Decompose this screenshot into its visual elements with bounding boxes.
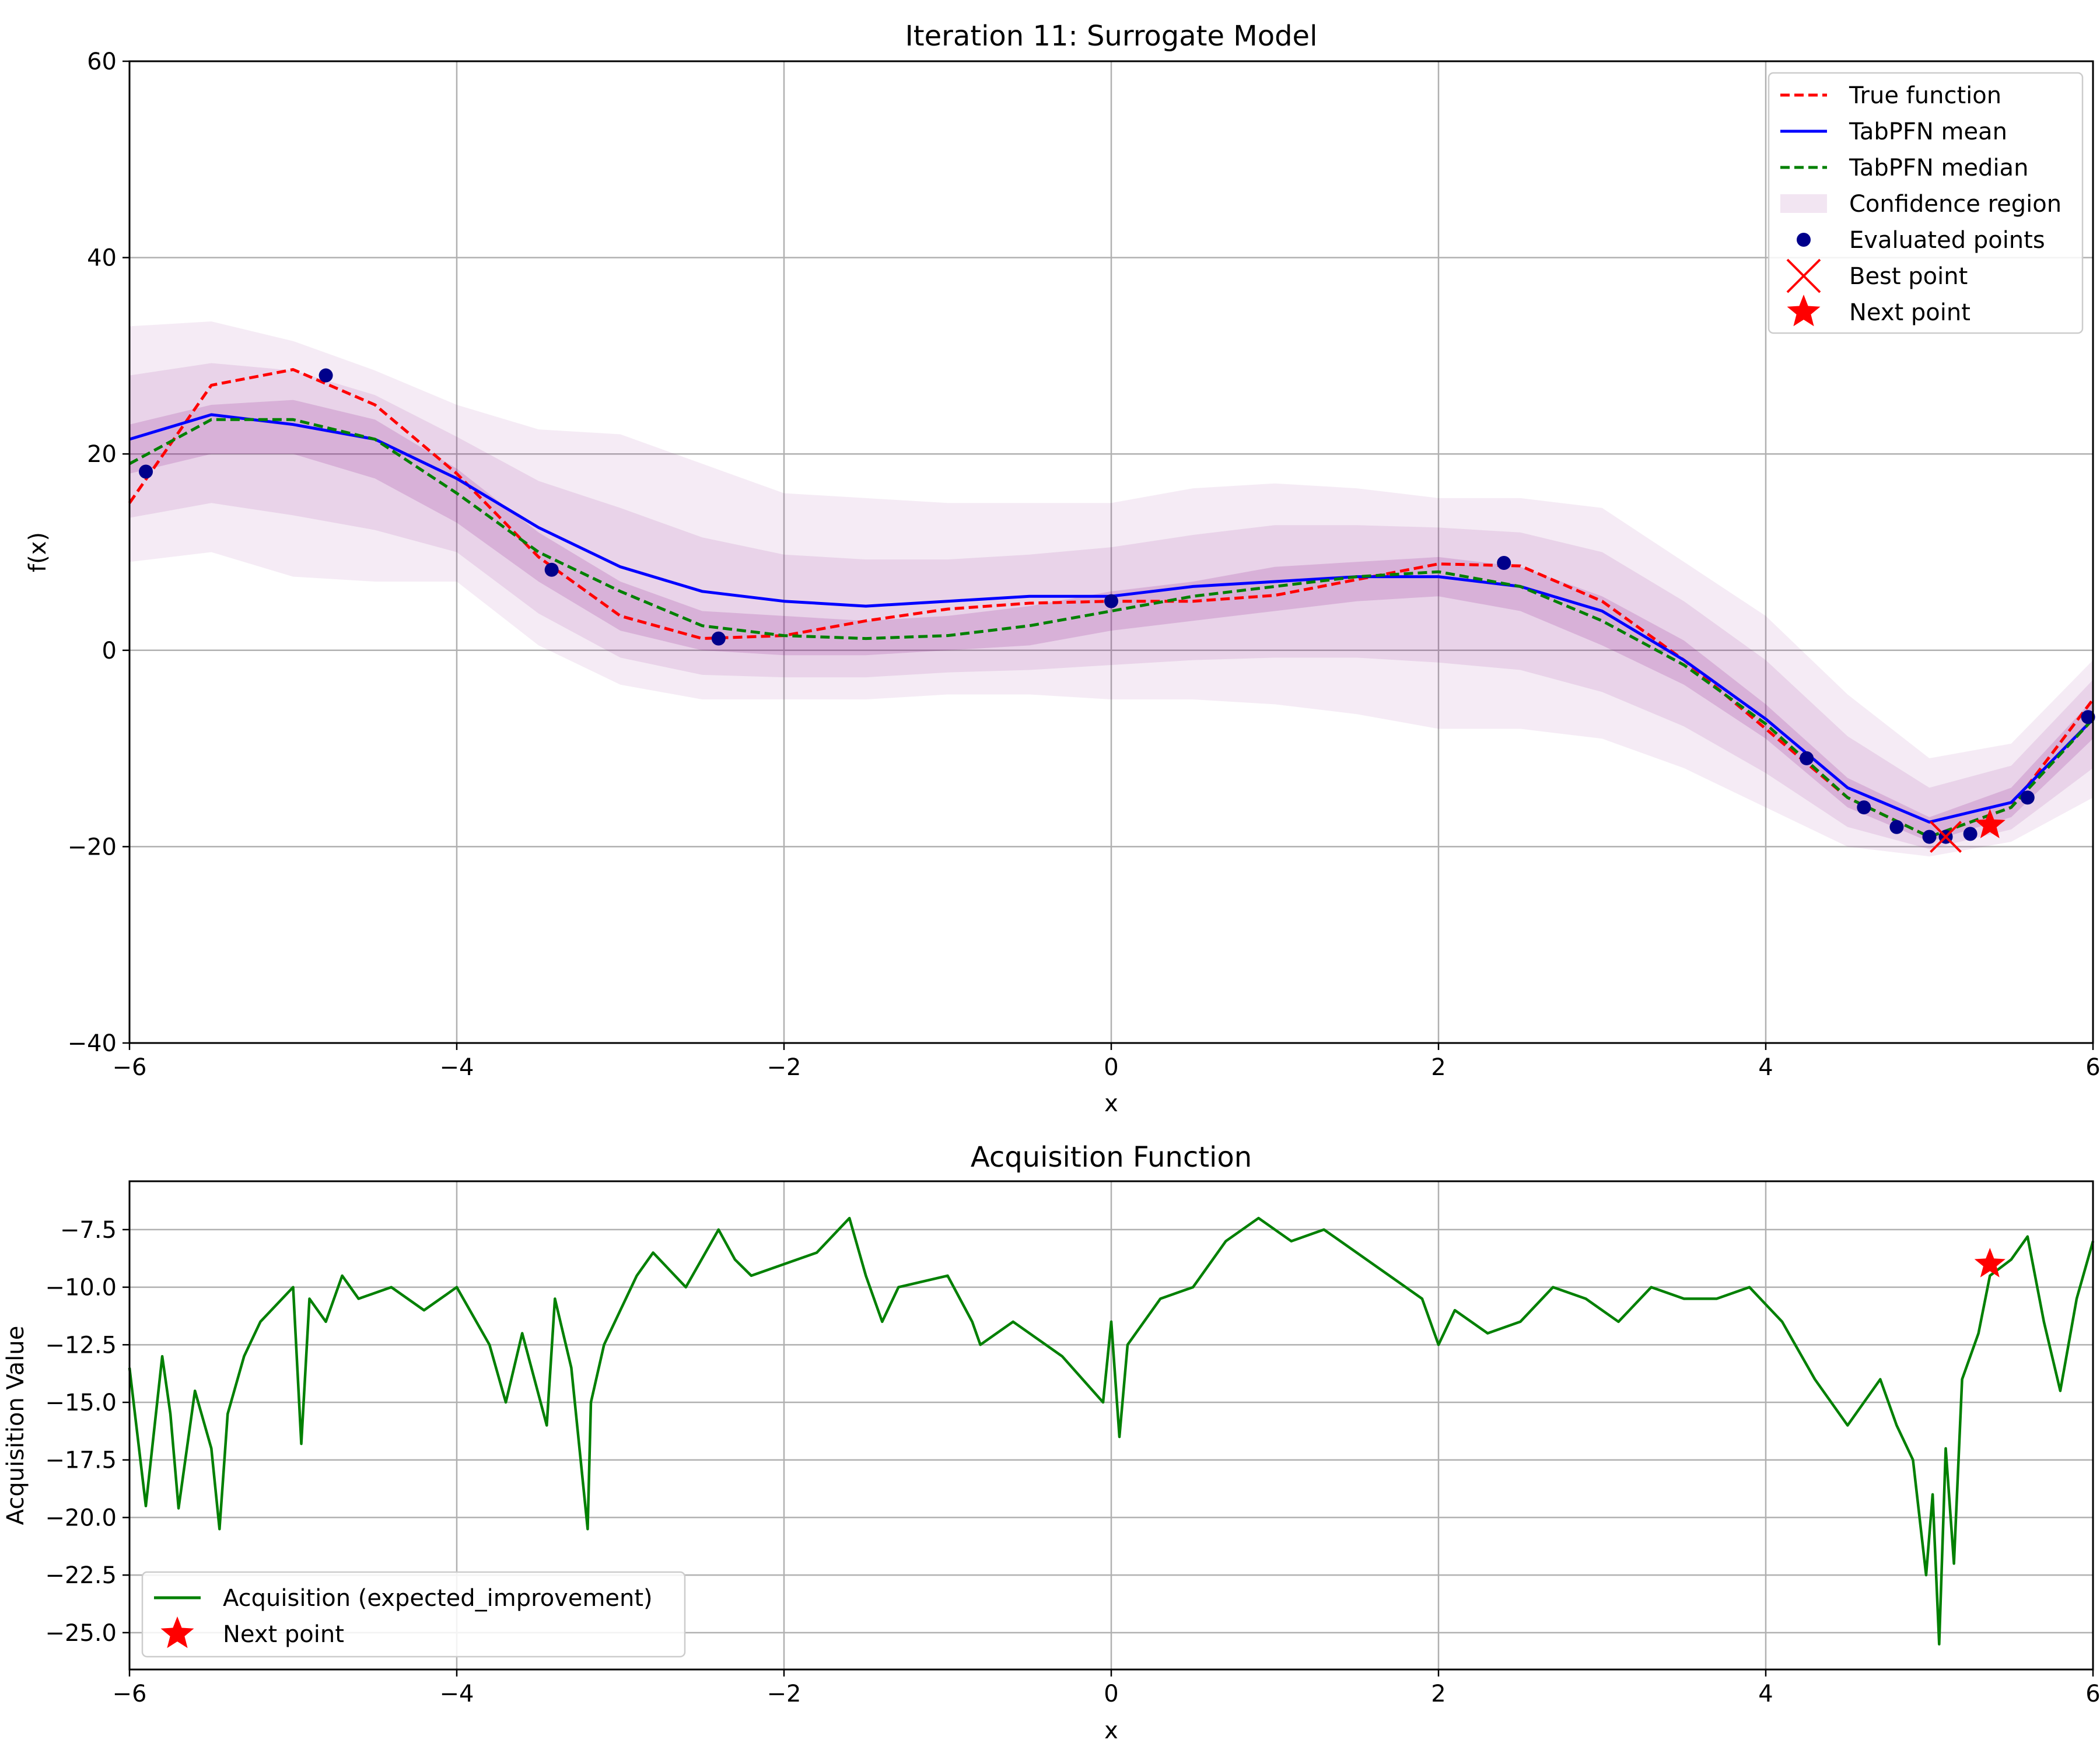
- legend-label: Evaluated points: [1849, 227, 2045, 254]
- x-tick-label: −2: [767, 1054, 802, 1081]
- y-tick-label: 40: [87, 245, 117, 272]
- x-tick-label: −4: [440, 1681, 474, 1707]
- evaluated-point: [2081, 710, 2095, 724]
- evaluated-point: [1497, 556, 1511, 570]
- acquisition-series-lines: [128, 1216, 2095, 1646]
- x-tick-label: 2: [1431, 1054, 1446, 1081]
- best-point-marker: [1930, 821, 1962, 853]
- x-tick-label: 6: [2085, 1681, 2100, 1707]
- evaluated-point: [1963, 827, 1978, 841]
- x-tick-label: −4: [440, 1054, 474, 1081]
- x-tick-label: −2: [767, 1681, 802, 1707]
- next-point-marker: [1974, 808, 2006, 838]
- evaluated-point: [1800, 751, 1814, 765]
- acquisition-axes-frame: [128, 1180, 2094, 1671]
- acquisition-panel: −6 −4 −2 0 2 4 6 −25.0 −22.5 −20.0 −17.5 −15.0 −12.5…: [2, 1141, 2100, 1744]
- acquisition-y-axis-label: Acquisition Value: [2, 1326, 29, 1525]
- surrogate-chart-title: Iteration 11: Surrogate Model: [905, 20, 1318, 52]
- evaluated-point: [544, 562, 559, 577]
- legend-label: Next point: [223, 1621, 344, 1648]
- acquisition-line: [128, 1216, 2095, 1646]
- legend-label: Acquisition (expected_improvement): [223, 1585, 653, 1612]
- y-tick-label: −40: [68, 1030, 117, 1057]
- y-tick-label: −15.0: [45, 1390, 117, 1416]
- x-tick-label: 4: [1758, 1681, 1773, 1707]
- x-tick-label: 2: [1431, 1681, 1446, 1707]
- x-tick-label: 6: [2085, 1054, 2100, 1081]
- acquisition-tick-labels: −6 −4 −2 0 2 4 6 −25.0 −22.5 −20.0 −17.5 −15.0 −12.5…: [45, 1217, 2100, 1707]
- x-tick-label: 4: [1758, 1054, 1773, 1081]
- x-tick-label: 0: [1104, 1681, 1118, 1707]
- x-tick-label: 0: [1104, 1054, 1118, 1081]
- evaluated-point: [1104, 594, 1118, 608]
- legend-best-point-handle: [1786, 258, 1821, 293]
- evaluated-points-markers: [139, 368, 2095, 853]
- acquisition-legend: Acquisition (expected_improvement) Next p…: [141, 1571, 686, 1658]
- legend-label: TabPFN mean: [1849, 118, 2007, 145]
- legend-label: Best point: [1849, 263, 1968, 290]
- legend-label: TabPFN median: [1849, 155, 2028, 181]
- legend-label: True function: [1849, 82, 2001, 109]
- y-tick-label: −12.5: [45, 1332, 117, 1359]
- evaluated-point: [139, 464, 153, 479]
- tabpfn-median-line: [128, 418, 2094, 839]
- confidence-band-outer: [130, 321, 2093, 857]
- y-tick-label: −25.0: [45, 1620, 117, 1647]
- evaluated-point: [2020, 790, 2035, 805]
- y-tick-label: −20: [68, 834, 117, 860]
- surrogate-y-axis-label: f(x): [24, 532, 51, 572]
- legend-evaluated-points-handle: [1797, 233, 1811, 247]
- surrogate-axes-frame: [128, 60, 2094, 1044]
- legend-label: Confidence region: [1849, 191, 2062, 218]
- evaluated-point: [711, 631, 726, 646]
- surrogate-x-axis-label: x: [1104, 1090, 1118, 1117]
- acquisition-markers: [1974, 1248, 2006, 1278]
- y-tick-label: −22.5: [45, 1562, 117, 1589]
- y-tick-label: −17.5: [45, 1447, 117, 1474]
- next-point-marker: [1974, 1248, 2006, 1278]
- y-tick-label: 60: [87, 48, 117, 75]
- confidence-band-inner: [130, 400, 2093, 842]
- evaluated-point: [1889, 820, 1904, 834]
- evaluated-point: [1857, 800, 1871, 815]
- y-tick-label: 20: [87, 441, 117, 468]
- legend-next-point-handle: [160, 1616, 194, 1648]
- legend-box: [141, 1571, 686, 1658]
- y-tick-label: 0: [102, 638, 117, 664]
- x-tick-label: −6: [113, 1681, 147, 1707]
- legend-next-point-handle: [1787, 295, 1821, 327]
- surrogate-legend: True function TabPFN mean TabPFN median Con…: [1768, 72, 2084, 334]
- y-tick-label: −10.0: [45, 1275, 117, 1301]
- acquisition-x-axis-label: x: [1104, 1717, 1118, 1744]
- legend-box: [1768, 72, 2084, 334]
- y-tick-label: −7.5: [60, 1217, 117, 1244]
- acquisition-chart-title: Acquisition Function: [971, 1141, 1252, 1174]
- legend-confidence-handle: [1780, 194, 1827, 213]
- legend-label: Next point: [1849, 299, 1971, 326]
- y-tick-label: −20.0: [45, 1504, 117, 1531]
- evaluated-point: [318, 368, 333, 383]
- evaluated-point: [1922, 830, 1937, 844]
- x-tick-label: −6: [113, 1054, 147, 1081]
